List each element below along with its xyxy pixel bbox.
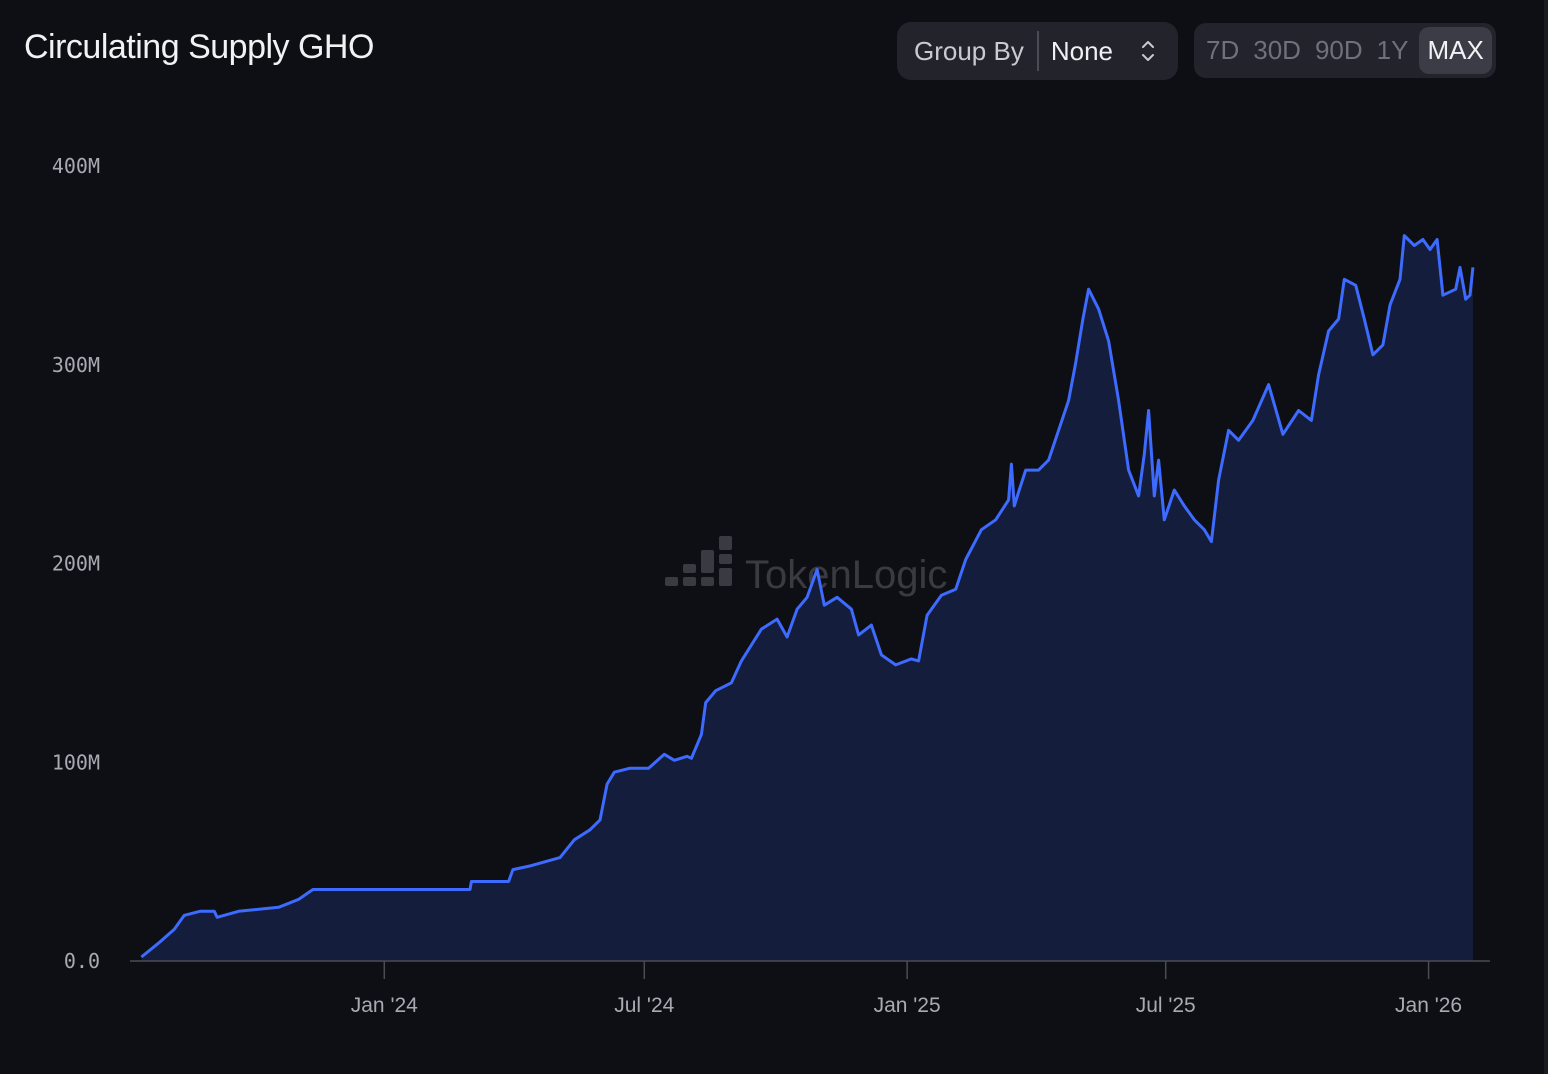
y-tick-label: 400M (52, 154, 100, 178)
y-tick-label: 200M (52, 552, 100, 576)
x-tick-label: Jan '24 (351, 994, 418, 1017)
x-tick-label: Jul '25 (1136, 994, 1196, 1017)
group-by-label: Group By (914, 35, 1024, 66)
range-30d-button[interactable]: 30D (1253, 35, 1301, 65)
range-max-button[interactable]: MAX (1419, 27, 1492, 74)
time-range-selector: 7D 30D 90D 1Y MAX (1194, 23, 1496, 78)
watermark-text: TokenLogic (745, 553, 947, 597)
group-by-select[interactable]: Group By None (897, 22, 1178, 80)
range-7d-button[interactable]: 7D (1206, 35, 1240, 65)
divider (1036, 31, 1039, 71)
chart-title: Circulating Supply GHO (24, 28, 374, 66)
range-1y-button[interactable]: 1Y (1376, 35, 1409, 65)
chevron-up-down-icon (1142, 41, 1154, 61)
y-tick-label: 300M (52, 353, 100, 377)
y-tick-label: 100M (52, 750, 100, 774)
range-90d-button[interactable]: 90D (1314, 35, 1363, 65)
x-tick-label: Jan '25 (874, 994, 941, 1017)
x-tick-label: Jul '24 (614, 994, 674, 1017)
x-tick-label: Jan '26 (1395, 994, 1462, 1017)
group-by-value: None (1050, 35, 1113, 66)
watermark: TokenLogic (665, 536, 947, 597)
panel-edge (1544, 0, 1548, 1074)
y-tick-label: 0.0 (64, 949, 100, 973)
series-line (140, 234, 1475, 959)
